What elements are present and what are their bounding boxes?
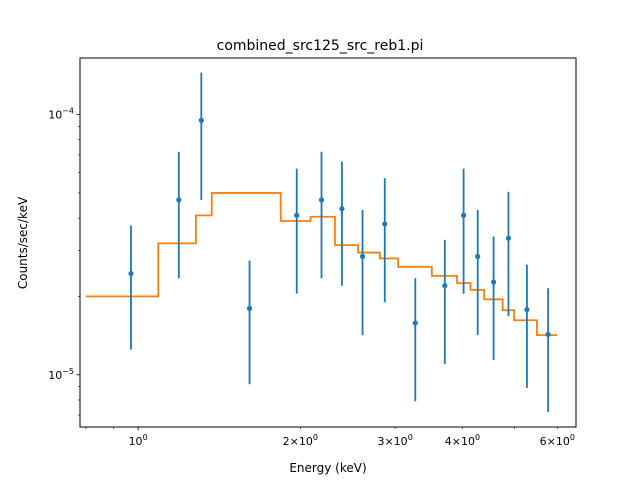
data-point (490, 279, 497, 285)
data-point (176, 197, 182, 203)
y-tick-label: 10−4 (48, 107, 74, 122)
data-point (339, 206, 345, 212)
data-point (246, 305, 253, 311)
x-tick-label: 2×100 (283, 433, 318, 448)
data-point (545, 331, 551, 337)
model-step-series (85, 192, 558, 337)
data-point (460, 212, 467, 218)
data-point (475, 253, 481, 260)
data-point (382, 221, 388, 227)
chart-title: combined_src125_src_reb1.pi (217, 38, 424, 54)
y-tick-label: 10−5 (48, 367, 74, 382)
data-point-series (128, 72, 551, 412)
data-point (524, 307, 530, 313)
data-point (198, 117, 204, 123)
y-axis-label: Counts/sec/keV (16, 196, 30, 289)
data-point (359, 253, 366, 260)
data-point (318, 197, 325, 203)
data-point (505, 235, 512, 241)
x-tick-label: 3×100 (377, 433, 412, 448)
model-step-line (85, 192, 558, 337)
x-tick-label: 4×100 (445, 433, 480, 448)
x-axis-label: Energy (keV) (289, 461, 366, 475)
data-point (294, 212, 300, 218)
data-point (128, 270, 134, 277)
plot-area-frame (79, 57, 577, 428)
data-point (442, 283, 448, 289)
x-tick-label: 100 (129, 433, 148, 448)
x-tick-label: 6×100 (540, 433, 575, 448)
data-point (412, 320, 418, 326)
axis-ticks: 100 2×100 3×100 4×100 6×100 10−5 10−4 (48, 107, 575, 448)
